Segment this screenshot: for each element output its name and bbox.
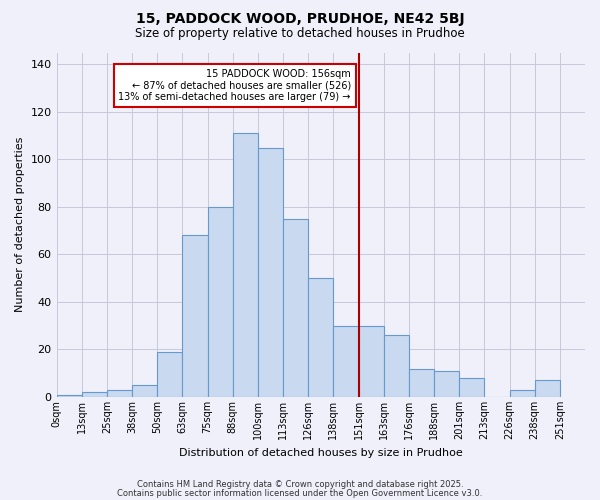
Bar	[283, 219, 308, 397]
Bar	[56, 394, 82, 397]
Bar	[409, 368, 434, 397]
Bar	[359, 326, 383, 397]
Bar	[82, 392, 107, 397]
Bar	[107, 390, 132, 397]
Y-axis label: Number of detached properties: Number of detached properties	[15, 137, 25, 312]
Bar	[535, 380, 560, 397]
Bar	[182, 236, 208, 397]
Bar	[334, 326, 359, 397]
Text: Size of property relative to detached houses in Prudhoe: Size of property relative to detached ho…	[135, 28, 465, 40]
Bar	[208, 207, 233, 397]
Text: Contains public sector information licensed under the Open Government Licence v3: Contains public sector information licen…	[118, 488, 482, 498]
Bar	[383, 335, 409, 397]
Bar	[132, 385, 157, 397]
Text: 15, PADDOCK WOOD, PRUDHOE, NE42 5BJ: 15, PADDOCK WOOD, PRUDHOE, NE42 5BJ	[136, 12, 464, 26]
Bar	[157, 352, 182, 397]
Text: Contains HM Land Registry data © Crown copyright and database right 2025.: Contains HM Land Registry data © Crown c…	[137, 480, 463, 489]
Text: 15 PADDOCK WOOD: 156sqm
← 87% of detached houses are smaller (526)
13% of semi-d: 15 PADDOCK WOOD: 156sqm ← 87% of detache…	[118, 69, 351, 102]
X-axis label: Distribution of detached houses by size in Prudhoe: Distribution of detached houses by size …	[179, 448, 463, 458]
Bar	[308, 278, 334, 397]
Bar	[258, 148, 283, 397]
Bar	[233, 134, 258, 397]
Bar	[459, 378, 484, 397]
Bar	[434, 371, 459, 397]
Bar	[509, 390, 535, 397]
